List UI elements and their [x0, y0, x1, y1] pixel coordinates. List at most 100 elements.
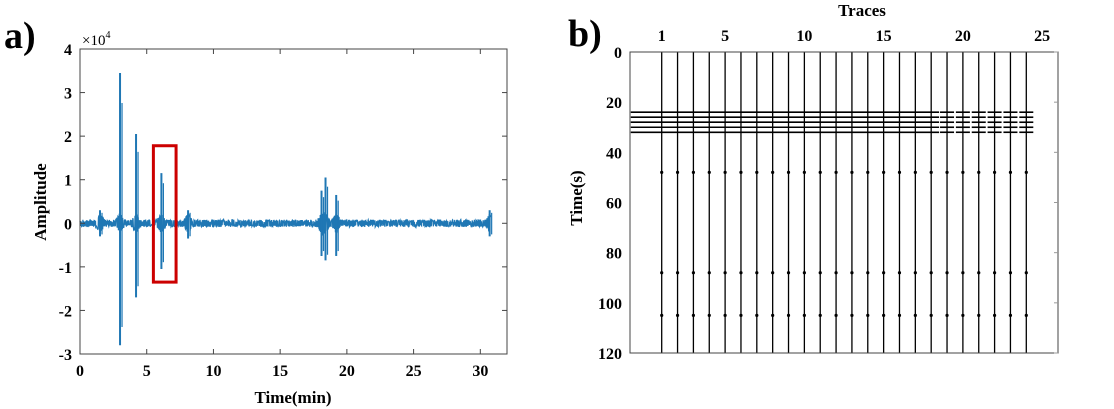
event-marker — [866, 271, 870, 275]
event-marker — [707, 170, 711, 174]
event-marker — [945, 170, 949, 174]
event-marker — [897, 313, 902, 317]
x-tick-label: 30 — [472, 363, 488, 380]
event-marker — [850, 170, 854, 174]
event-marker — [961, 313, 965, 317]
event-marker — [882, 313, 886, 317]
event-marker — [786, 313, 791, 317]
event-marker — [1024, 271, 1028, 275]
event-marker — [786, 271, 791, 275]
event-marker — [755, 170, 759, 174]
x-tick-label: 0 — [76, 363, 84, 380]
event-marker — [1008, 271, 1013, 275]
y-tick-label: 120 — [598, 346, 622, 363]
event-marker — [818, 271, 822, 275]
event-marker — [660, 170, 664, 174]
event-marker — [675, 170, 680, 174]
y-tick-label: 3 — [64, 86, 72, 103]
event-marker — [771, 170, 775, 174]
y-tick-label: 2 — [64, 129, 72, 146]
y-tick-label: 100 — [598, 296, 622, 313]
y-tick-label: 4 — [64, 42, 72, 59]
event-marker — [834, 271, 838, 275]
y-tick-label: 0 — [64, 216, 72, 233]
event-marker — [992, 271, 997, 275]
event-marker — [977, 313, 981, 317]
event-marker — [834, 170, 838, 174]
y-tick-label: -2 — [59, 303, 72, 320]
event-marker — [771, 313, 775, 317]
panel-a-chart: a) ×104 Amplitude Time(min) 0 5 10 15 20 25 30… — [4, 15, 508, 407]
x-tick-label: 15 — [876, 28, 892, 45]
event-marker — [882, 271, 886, 275]
x-tick-label: 5 — [721, 28, 729, 45]
plot-frame — [629, 51, 1059, 354]
y-tick-label: 1 — [64, 173, 72, 190]
event-marker — [707, 313, 711, 317]
waveform-line — [79, 212, 492, 236]
y-tick-label: 60 — [606, 196, 622, 213]
event-marker — [913, 170, 917, 174]
y-tick-label: 80 — [606, 246, 622, 263]
event-marker — [755, 271, 759, 275]
y-tick-label: 0 — [614, 45, 622, 62]
event-marker — [913, 313, 917, 317]
event-marker — [755, 313, 759, 317]
y-tick-label: -3 — [59, 347, 72, 364]
highlight-box — [151, 144, 178, 284]
event-marker — [739, 271, 743, 275]
event-marker — [802, 313, 806, 317]
event-marker — [866, 313, 870, 317]
event-marker — [723, 271, 727, 275]
x-axis-title: Traces — [838, 1, 886, 20]
event-marker — [691, 313, 696, 317]
event-marker — [1008, 170, 1013, 174]
event-marker — [739, 170, 743, 174]
x-tick-label: 10 — [796, 28, 812, 45]
event-marker — [675, 271, 680, 275]
x-tick-label: 1 — [658, 28, 666, 45]
event-marker — [897, 271, 902, 275]
event-marker — [834, 313, 838, 317]
event-marker — [802, 271, 806, 275]
event-marker — [897, 170, 902, 174]
x-axis-label: Time(min) — [254, 388, 331, 407]
panel-b-label: b) — [568, 13, 602, 55]
event-marker — [945, 313, 949, 317]
x-tick-label: 20 — [955, 28, 971, 45]
event-marker — [977, 271, 981, 275]
y-tick-label: 40 — [606, 145, 622, 162]
event-marker — [1024, 170, 1028, 174]
panel-a-label: a) — [4, 15, 36, 57]
event-marker — [802, 170, 806, 174]
event-marker — [961, 271, 965, 275]
event-marker — [691, 170, 696, 174]
x-tick-label: 25 — [406, 363, 422, 380]
y-axis-label: Time(s) — [567, 170, 586, 225]
event-marker — [691, 271, 696, 275]
x-tick-label: 10 — [205, 363, 221, 380]
x-tick-label: 20 — [339, 363, 355, 380]
event-marker — [818, 170, 822, 174]
event-marker — [660, 313, 664, 317]
event-marker — [929, 313, 933, 317]
x-tick-label: 15 — [272, 363, 288, 380]
plot-frame — [79, 48, 508, 355]
event-marker — [660, 271, 664, 275]
y-tick-label: -1 — [59, 260, 72, 277]
event-marker — [818, 313, 822, 317]
event-marker — [739, 313, 743, 317]
event-marker — [929, 170, 933, 174]
event-marker — [675, 313, 680, 317]
event-marker — [882, 170, 886, 174]
event-marker — [913, 271, 917, 275]
event-marker — [977, 170, 981, 174]
event-marker — [945, 271, 949, 275]
event-marker — [707, 271, 711, 275]
y-axis-label: Amplitude — [31, 163, 50, 241]
x-tick-label: 25 — [1034, 28, 1050, 45]
event-marker — [992, 170, 997, 174]
event-marker — [786, 170, 791, 174]
panel-b-chart: b) Traces Time(s) 1 5 10 15 20 25020406080100… — [567, 1, 1059, 363]
